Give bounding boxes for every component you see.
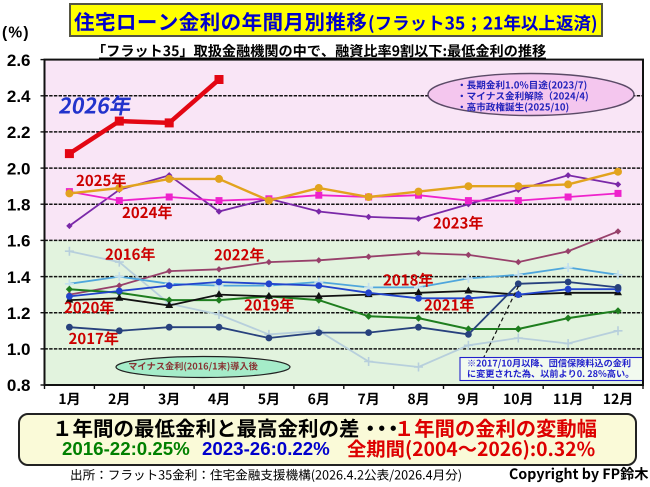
svg-text:2.0: 2.0 bbox=[7, 159, 31, 178]
svg-text:2.2: 2.2 bbox=[7, 123, 31, 142]
svg-text:1.4: 1.4 bbox=[7, 268, 31, 287]
svg-text:2023-26:0.22%: 2023-26:0.22% bbox=[202, 438, 330, 459]
svg-text:2016-22:0.25%: 2016-22:0.25% bbox=[62, 438, 190, 459]
svg-text:(%): (%) bbox=[2, 25, 30, 42]
svg-text:2.4: 2.4 bbox=[7, 87, 31, 106]
svg-text:1.2: 1.2 bbox=[7, 304, 31, 323]
svg-text:1.0: 1.0 bbox=[7, 340, 31, 359]
svg-text:0.8: 0.8 bbox=[7, 376, 31, 395]
svg-text:1.8: 1.8 bbox=[7, 195, 31, 214]
svg-text:1.6: 1.6 bbox=[7, 232, 31, 251]
svg-text:2.6: 2.6 bbox=[7, 51, 31, 70]
